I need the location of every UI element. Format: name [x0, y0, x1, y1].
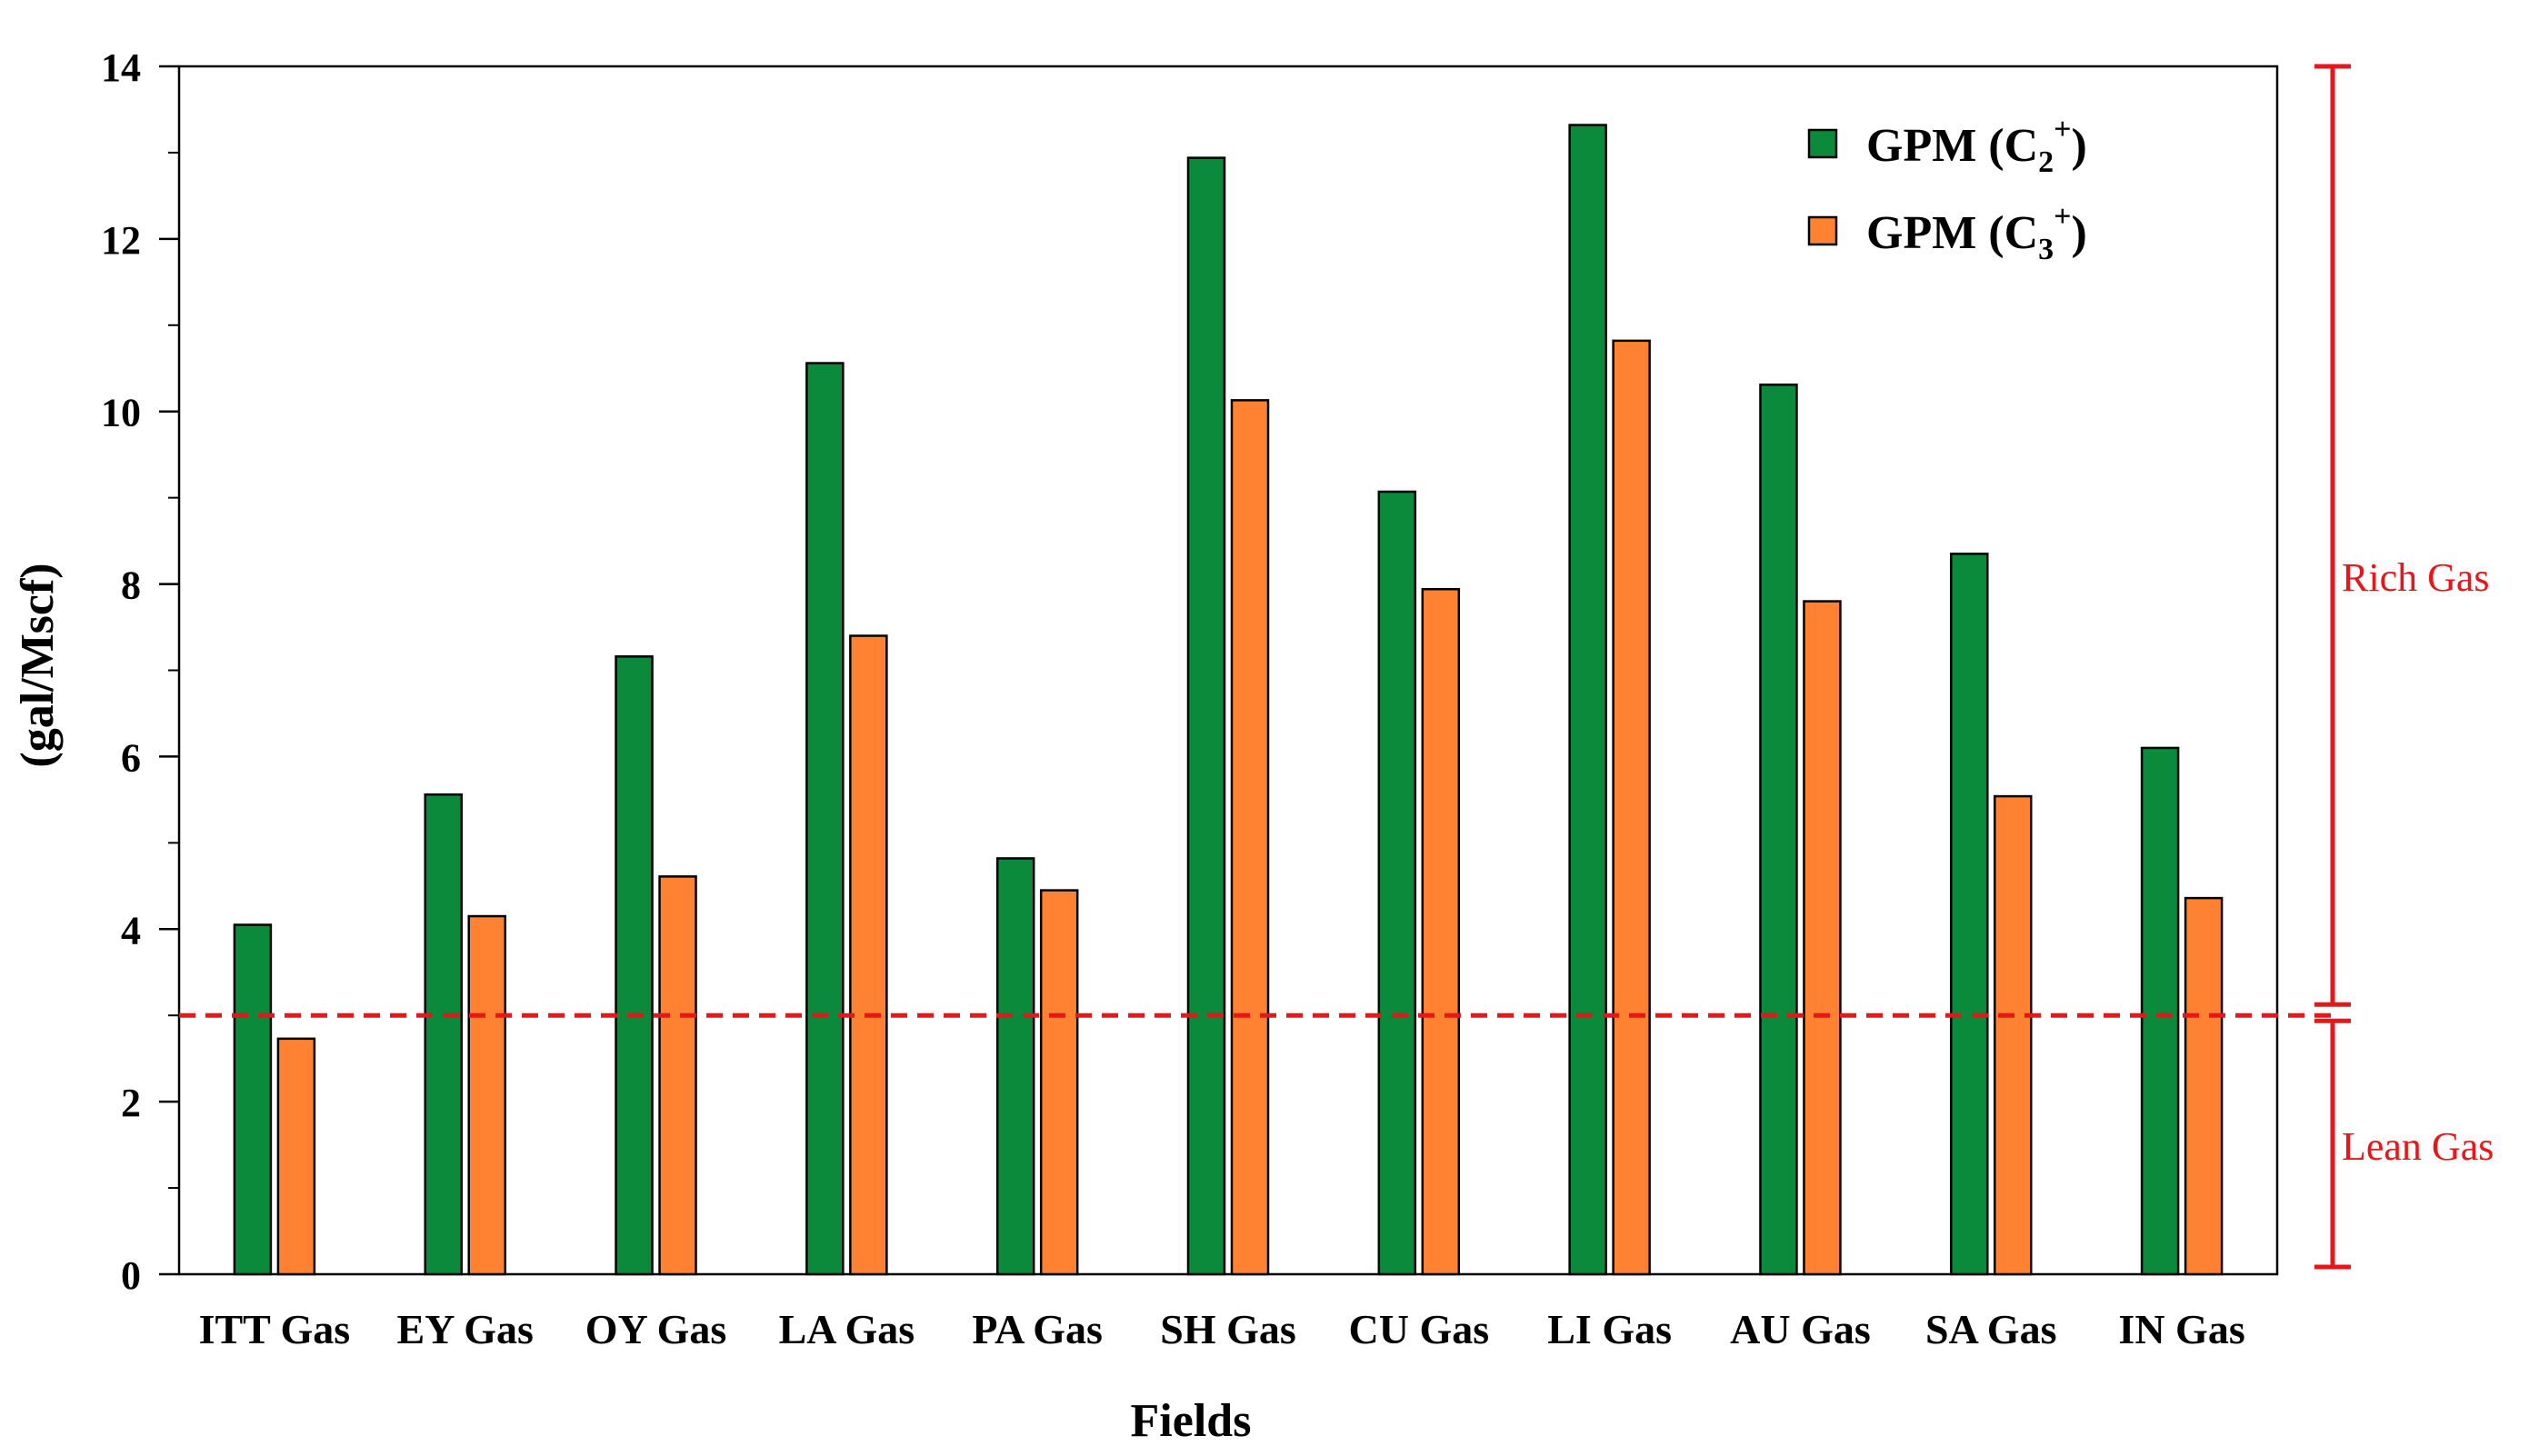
bar-c2-cu-gas: [1377, 490, 1417, 1276]
y-tick-label: 6: [121, 735, 141, 780]
x-tick-label: CU Gas: [1349, 1306, 1490, 1352]
bar-c3-oy-gas: [658, 875, 697, 1276]
x-tick-label: EY Gas: [397, 1306, 534, 1352]
y-tick-label: 4: [121, 908, 141, 952]
bar-c2-pa-gas: [995, 857, 1035, 1276]
bar-c2-ey-gas: [424, 793, 463, 1276]
x-tick-label: SA Gas: [1925, 1306, 2056, 1352]
x-tick-label: PA Gas: [972, 1306, 1103, 1352]
bar-c3-pa-gas: [1039, 889, 1079, 1276]
bar-c2-in-gas: [2140, 746, 2180, 1276]
y-tick-label: 14: [101, 45, 141, 90]
legend-swatch-c3: [1807, 215, 1838, 246]
bar-c3-itt-gas: [276, 1037, 316, 1276]
bar-c2-la-gas: [805, 362, 845, 1276]
bar-c2-au-gas: [1759, 384, 1798, 1276]
x-tick-label: ITT Gas: [199, 1306, 351, 1352]
bar-c2-li-gas: [1568, 124, 1607, 1276]
legend-label-c2: GPM (C2+): [1866, 113, 2087, 179]
x-tick-label: LA Gas: [779, 1306, 915, 1352]
bar-c3-sh-gas: [1230, 399, 1270, 1276]
x-tick-label: IN Gas: [2118, 1306, 2244, 1352]
lean-gas-label: Lean Gas: [2342, 1124, 2494, 1169]
x-tick-label: LI Gas: [1547, 1306, 1672, 1352]
bar-c3-ey-gas: [467, 914, 506, 1276]
bar-c2-itt-gas: [233, 923, 273, 1276]
rich-gas-label: Rich Gas: [2342, 555, 2490, 600]
bar-c2-sa-gas: [1950, 553, 1989, 1276]
y-tick-label: 10: [101, 391, 141, 435]
bar-c3-in-gas: [2184, 896, 2224, 1276]
legend-label-c3: GPM (C3+): [1866, 200, 2087, 266]
y-tick-label: 2: [121, 1081, 141, 1125]
bar-c3-la-gas: [849, 634, 888, 1276]
bar-c3-sa-gas: [1994, 794, 2033, 1276]
y-axis-title: (gal/Mscf): [12, 563, 64, 767]
bar-c3-li-gas: [1612, 339, 1651, 1276]
x-tick-label: AU Gas: [1730, 1306, 1871, 1352]
bar-c3-cu-gas: [1421, 588, 1461, 1276]
x-tick-label: OY Gas: [585, 1306, 726, 1352]
legend-swatch-c2: [1807, 128, 1838, 159]
y-tick-label: 12: [101, 218, 141, 263]
y-tick-label: 0: [121, 1253, 141, 1298]
bar-c3-au-gas: [1803, 600, 1842, 1276]
x-tick-label: SH Gas: [1160, 1306, 1296, 1352]
bar-c2-sh-gas: [1186, 156, 1226, 1276]
y-tick-label: 8: [121, 563, 141, 608]
bar-c2-oy-gas: [615, 655, 654, 1276]
x-axis-title: Fields: [1131, 1395, 1252, 1447]
